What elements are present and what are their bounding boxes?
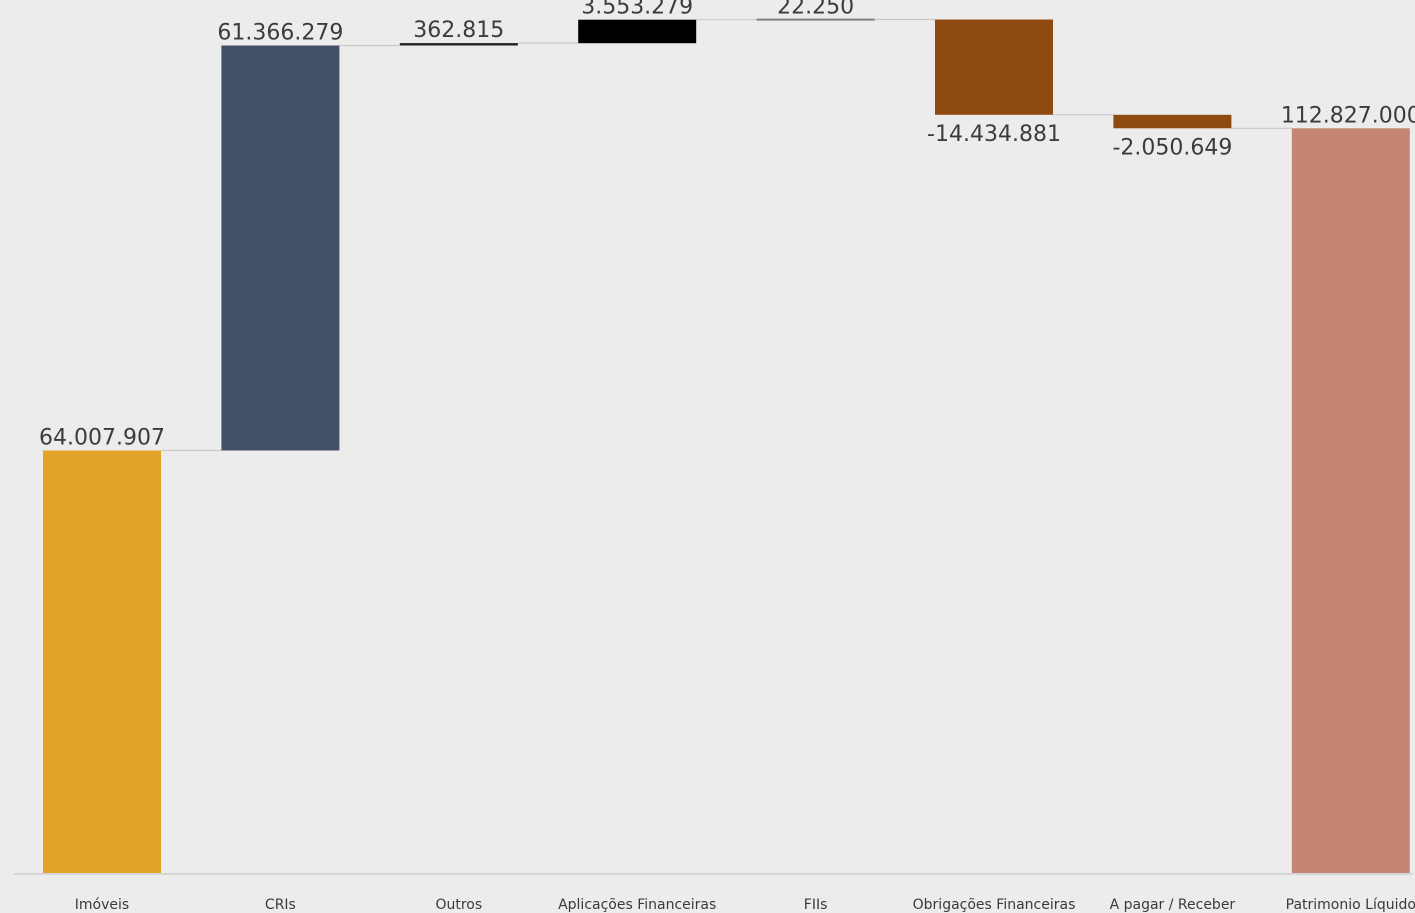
category-label-patrimonio-liquido: Patrimonio Líquido [1286,897,1415,913]
bar-a-pagar-receber [1113,114,1232,129]
bar-aplicacoes-financeiras [578,19,697,44]
category-label-outros: Outros [435,897,482,913]
bar-outros [399,43,518,46]
category-label-aplicacoes-financeiras: Aplicações Financeiras [558,897,716,913]
bar-patrimonio-liquido [1291,128,1410,874]
value-labels-group: 64.007.907 61.366.279 362.815 3.553.279 22.2… [39,0,1415,451]
value-label-outros: 362.815 [413,18,504,43]
bar-cris [221,45,340,451]
bar-fiis [756,18,875,21]
connector-lines [161,18,1292,452]
value-label-aplicacoes-financeiras: 3.553.279 [581,0,693,20]
value-label-patrimonio-liquido: 112.827.000 [1281,103,1415,128]
value-label-obrigacoes-financeiras: -14.434.881 [927,122,1061,147]
value-label-fiis: 22.250 [777,0,854,20]
value-label-cris: 61.366.279 [217,21,343,46]
bar-imoveis [43,450,161,873]
category-label-a-pagar-receber: A pagar / Receber [1110,897,1236,913]
category-labels-group: Imóveis CRIs Outros Aplicações Financeiras F… [75,897,1415,913]
category-label-imoveis: Imóveis [75,897,129,913]
value-label-a-pagar-receber: -2.050.649 [1112,135,1232,160]
category-label-cris: CRIs [265,897,296,913]
category-label-fiis: FIIs [804,897,828,913]
bars-group [43,18,1410,874]
bar-obrigacoes-financeiras [935,19,1053,115]
category-label-obrigacoes-financeiras: Obrigações Financeiras [913,897,1076,913]
value-label-imoveis: 64.007.907 [39,426,165,451]
